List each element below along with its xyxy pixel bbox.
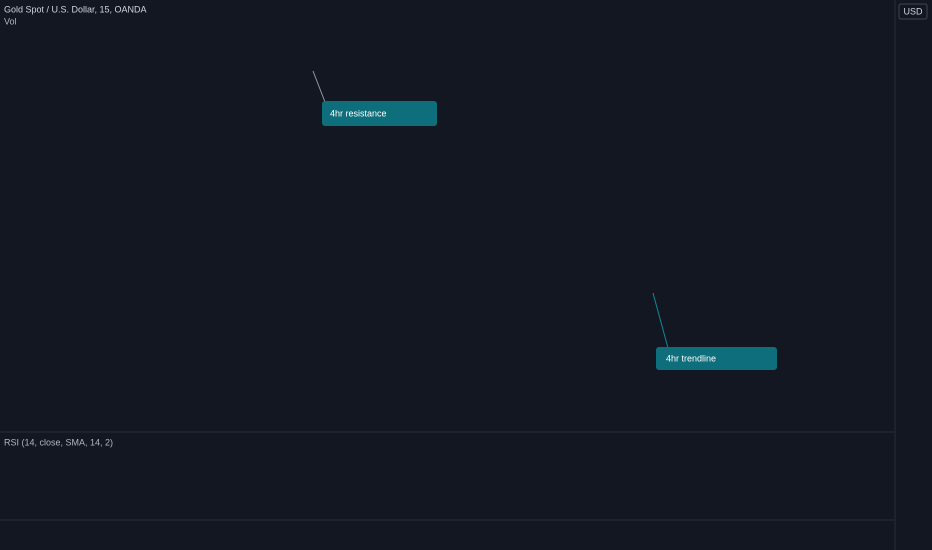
callout-text: 4hr resistance: [330, 108, 387, 118]
currency[interactable]: USD: [903, 6, 923, 16]
callout-pointer: [312, 70, 326, 103]
callout-pointer: [652, 292, 669, 349]
currency-box[interactable]: [898, 3, 928, 20]
price-axis: [895, 0, 932, 550]
callout-text: 4hr trendline: [666, 353, 716, 363]
volume-label: Vol: [4, 16, 17, 26]
rsi-title: RSI (14, close, SMA, 14, 2): [4, 437, 113, 447]
callout: [656, 347, 777, 370]
symbol: Gold Spot / U.S. Dollar, 15, OANDA: [4, 4, 147, 14]
callout: [322, 101, 437, 126]
